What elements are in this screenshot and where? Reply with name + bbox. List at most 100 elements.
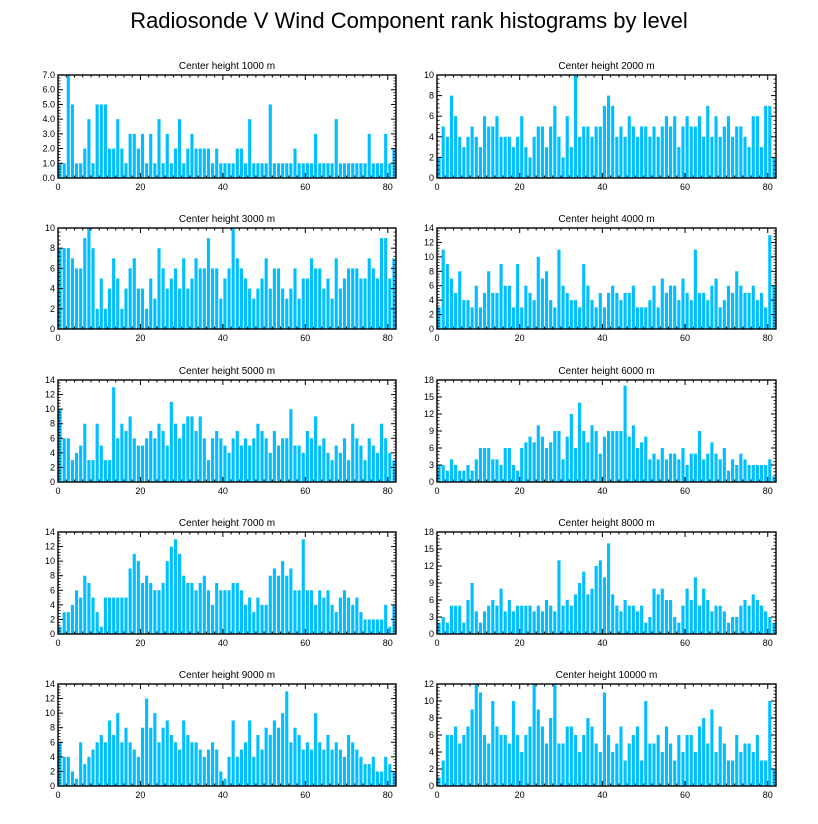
bar (243, 163, 248, 178)
bar (640, 760, 644, 786)
bar (656, 459, 660, 482)
bar (615, 292, 619, 329)
bar (627, 292, 631, 329)
bar (297, 298, 301, 329)
bar (231, 163, 235, 178)
bar (747, 743, 751, 786)
bar (611, 285, 615, 329)
bar (297, 735, 301, 786)
bar (458, 136, 462, 178)
bar (487, 605, 491, 634)
bar (611, 431, 615, 482)
bar (326, 163, 330, 178)
bar (458, 605, 462, 634)
bar (116, 438, 120, 482)
bar (499, 136, 503, 178)
bar (441, 617, 445, 634)
bar (598, 126, 602, 178)
bar (706, 300, 710, 329)
bar (598, 752, 602, 786)
bar (239, 749, 243, 786)
bar (573, 300, 578, 329)
bar (441, 126, 445, 178)
bar (256, 288, 260, 329)
bar (586, 126, 590, 178)
bar (169, 278, 173, 329)
bar (644, 126, 648, 178)
bar (309, 749, 314, 786)
bar (145, 698, 149, 786)
bar (293, 445, 297, 482)
bar (482, 292, 487, 329)
bar (330, 460, 334, 482)
bar (140, 727, 145, 786)
bar (66, 756, 70, 786)
bar (710, 442, 714, 482)
bar (714, 605, 718, 634)
panel-title: Center height 4000 m (558, 214, 654, 225)
x-tick-label: 0 (55, 333, 60, 343)
bar (722, 300, 726, 329)
bar (747, 292, 751, 329)
bar (322, 749, 326, 786)
bar (124, 431, 128, 482)
bar (507, 448, 511, 482)
bar (367, 133, 371, 178)
bar (384, 238, 388, 329)
histogram-panel: Center height 6000 m 0 20 40 60 80 0 3 6 9 12 15 18 (424, 366, 777, 496)
bar (297, 163, 301, 178)
bar (371, 756, 375, 786)
bar (268, 735, 272, 786)
bar (58, 626, 62, 634)
histogram-panel: Center height 2000 m 0 20 40 60 80 0 2 4 6 8 10 (424, 61, 777, 192)
bar (380, 423, 384, 482)
y-tick-label: 8 (50, 571, 55, 581)
bar (99, 626, 103, 634)
bar (314, 416, 318, 482)
y-tick-label: 12 (424, 679, 434, 689)
bar (169, 735, 173, 786)
bar (260, 431, 264, 482)
bar (70, 771, 74, 786)
bar (631, 735, 635, 786)
bar (252, 298, 256, 329)
bar (384, 756, 388, 786)
bar (347, 735, 351, 786)
x-tick-label: 60 (300, 486, 310, 496)
bar (268, 288, 272, 329)
bar (124, 163, 128, 178)
histogram-panel: Center height 5000 m 0 20 40 60 80 0 2 4 6 8 10 12 14 (45, 366, 397, 496)
bar (478, 622, 482, 634)
bar (384, 604, 388, 634)
bar (58, 742, 62, 786)
bar (747, 147, 751, 178)
bar (528, 157, 532, 178)
bar (544, 448, 549, 482)
bar (136, 756, 140, 786)
bar (685, 292, 689, 329)
bar (182, 720, 186, 786)
y-tick-label: 0 (429, 477, 434, 487)
bar (615, 743, 619, 786)
bar (656, 594, 660, 634)
bar (314, 268, 318, 329)
bar (347, 597, 351, 634)
bar (351, 423, 355, 482)
x-tick-label: 60 (300, 790, 310, 800)
bar (326, 735, 330, 786)
bar (252, 438, 256, 482)
bar (503, 136, 507, 178)
bar (169, 401, 173, 482)
x-tick-label: 20 (515, 486, 525, 496)
bar (149, 133, 153, 178)
bar (544, 600, 549, 634)
bar (149, 278, 153, 329)
bar (677, 735, 681, 786)
y-tick-label: 8 (50, 419, 55, 429)
bar (178, 288, 182, 329)
bar (239, 148, 243, 178)
bar (437, 465, 441, 482)
bar (449, 735, 454, 786)
bar (644, 436, 648, 482)
bar (478, 692, 482, 786)
